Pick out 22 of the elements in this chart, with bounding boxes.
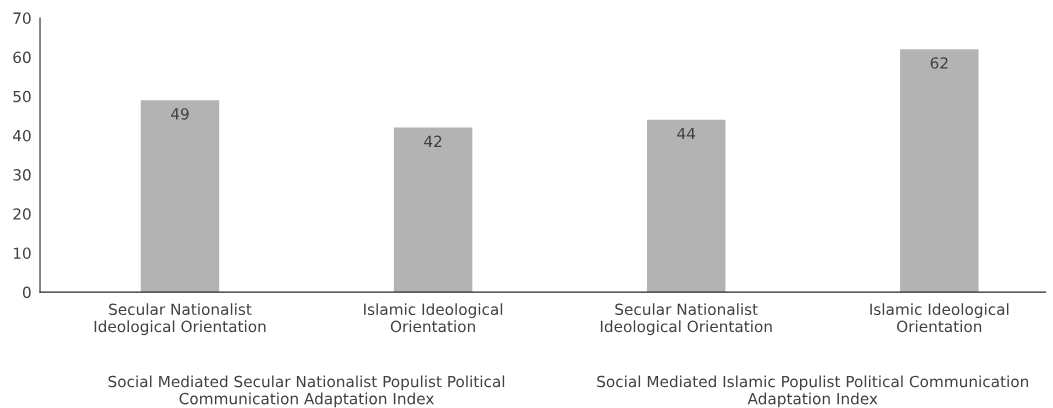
y-tick-label: 50 xyxy=(13,90,31,103)
text: Social Mediated Secular Nationalist Populist Political Communication Adaptation Index xyxy=(108,375,505,408)
y-tick-label: 40 xyxy=(12,129,31,142)
y-tick-label: 30 xyxy=(13,169,31,181)
bar xyxy=(646,119,726,293)
y-tick-label: 20 xyxy=(13,208,31,220)
x-tick-label: Islamic Ideological Orientation xyxy=(870,303,1009,333)
bar xyxy=(900,49,979,293)
text: Social Mediated Islamic Populist Political Communication Adaptation Index xyxy=(597,375,1029,408)
bar xyxy=(393,127,473,293)
x-tick-label: Islamic Ideological Orientation xyxy=(364,303,503,333)
y-tick-label: 10 xyxy=(13,247,31,259)
data-label: 42 xyxy=(424,135,442,147)
y-tick-label: 60 xyxy=(13,51,31,64)
data-label: 44 xyxy=(677,127,696,140)
y-tick-label: 70 xyxy=(13,12,31,24)
x-tick-label: Secular Nationalist Ideological Orientation xyxy=(600,303,772,336)
data-label: 49 xyxy=(171,108,189,120)
bar xyxy=(140,100,220,293)
y-tick-label: 0 xyxy=(22,286,31,299)
data-label: 62 xyxy=(930,57,948,69)
x-tick-label: Secular Nationalist Ideological Orientation xyxy=(94,303,266,336)
